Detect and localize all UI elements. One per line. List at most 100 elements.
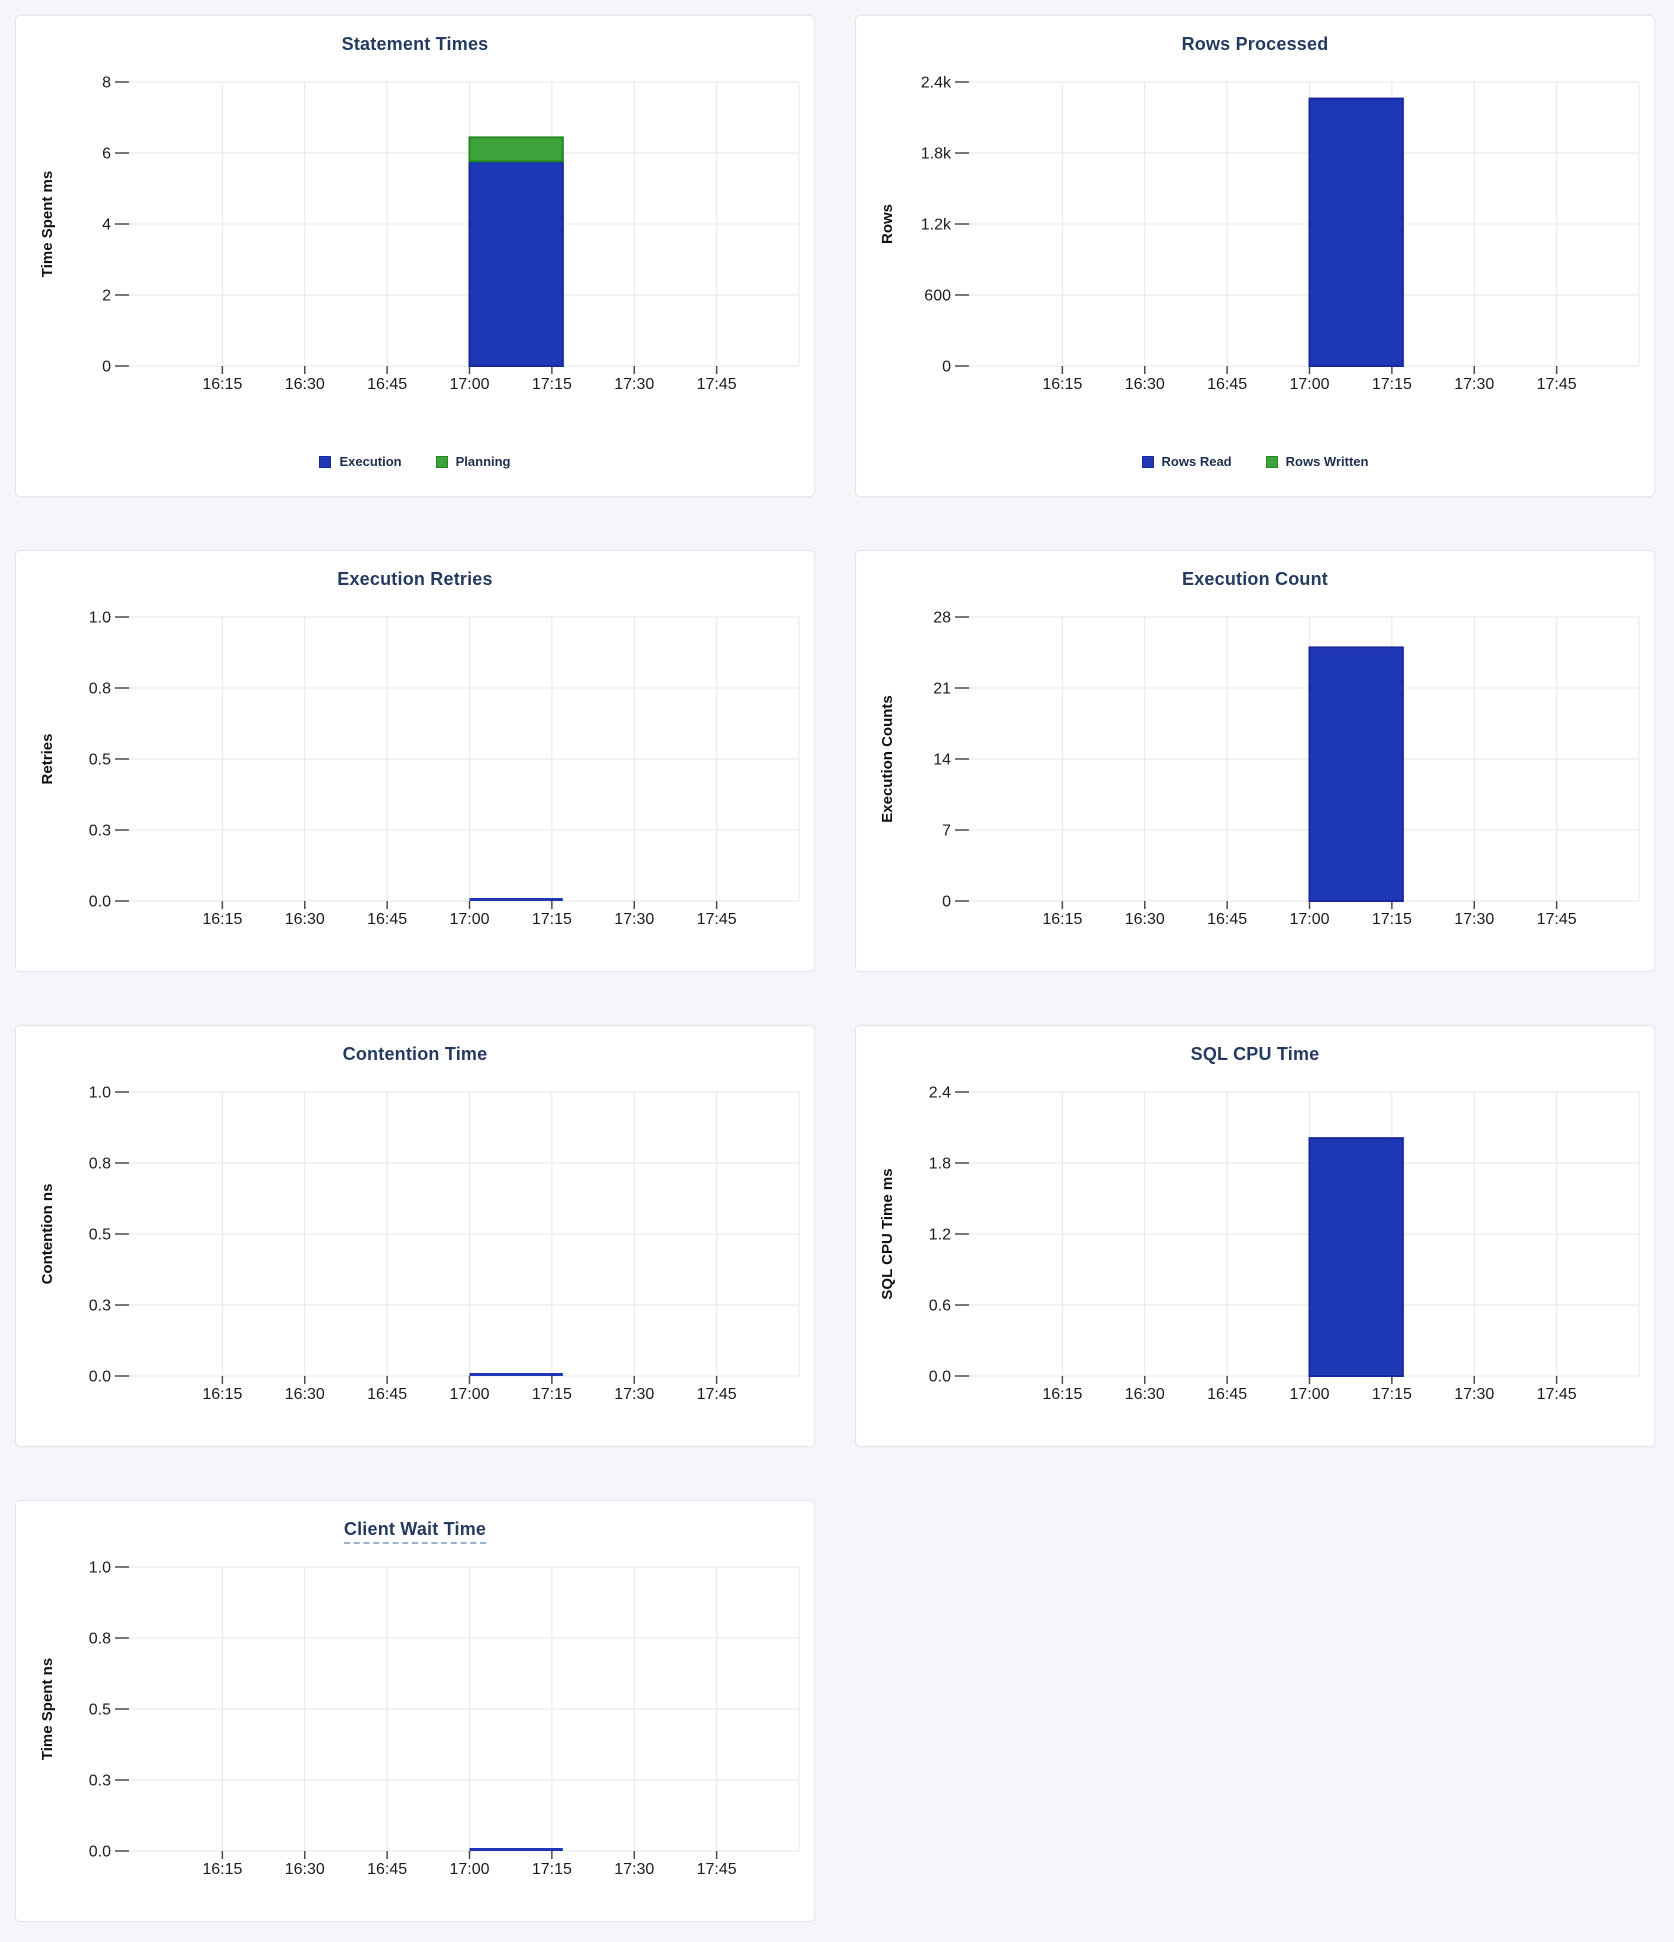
statement-times-chart-canvas[interactable]: 0 2 4 6 8 16:15 16:30 16:45 17:00 17:15 17:30 17:45… xyxy=(16,58,815,398)
x-tick-label: 17:30 xyxy=(614,1861,654,1878)
x-tick-label: 17:00 xyxy=(1289,376,1329,393)
x-tick-label: 16:30 xyxy=(1125,1386,1165,1403)
x-tick-label: 16:15 xyxy=(1042,376,1082,393)
x-tick-label: 17:15 xyxy=(532,376,572,393)
y-tick-label: 1.2 xyxy=(929,1227,951,1244)
execution-legend-label: Execution xyxy=(339,454,402,469)
y-tick-label: 0.0 xyxy=(929,1369,951,1386)
x-tick-label: 17:00 xyxy=(1289,1386,1329,1403)
x-tick-label: 17:30 xyxy=(1454,1386,1494,1403)
x-tick-label: 17:15 xyxy=(532,1386,572,1403)
legend-item-planning[interactable]: Planning xyxy=(435,454,511,469)
y-tick-label: 0.8 xyxy=(89,1631,111,1648)
x-tick-label: 16:45 xyxy=(1207,1386,1247,1403)
legend-item-rows-read[interactable]: Rows Read xyxy=(1141,454,1232,469)
y-tick-label: 7 xyxy=(942,823,951,840)
x-tick-label: 16:15 xyxy=(202,1861,242,1878)
y-tick-label: 1.8 xyxy=(929,1156,951,1173)
execution-retries-title: Execution Retries xyxy=(16,551,814,593)
rows-read-legend-swatch xyxy=(1141,455,1154,468)
x-tick-label: 17:45 xyxy=(1537,1386,1577,1403)
y-tick-label: 1.0 xyxy=(89,610,111,627)
legend-item-execution[interactable]: Execution xyxy=(319,454,402,469)
y-tick-label: 2.4k xyxy=(921,75,952,92)
y-tick-label: 14 xyxy=(933,752,951,769)
contention-time-chart-canvas[interactable]: 0.0 0.3 0.5 0.8 1.0 16:15 16:30 16:45 17:00 17:15… xyxy=(16,1068,815,1408)
statement-times-title: Statement Times xyxy=(16,16,814,58)
y-tick-label: 0.3 xyxy=(89,823,111,840)
sql-cpu-time-chart-canvas[interactable]: 0.0 0.6 1.2 1.8 2.4 16:15 16:30 16:45 17:00 17:15… xyxy=(856,1068,1655,1408)
y-tick-label: 0.3 xyxy=(89,1773,111,1790)
client-wait-time-chart-canvas[interactable]: 0.0 0.3 0.5 0.8 1.0 16:15 16:30 16:45 17:00 17:15… xyxy=(16,1543,815,1883)
y-tick-label: 0.5 xyxy=(89,1702,111,1719)
execution-count-title: Execution Count xyxy=(856,551,1654,593)
y-axis-unit-label: SQL CPU Time ms xyxy=(879,1168,896,1299)
x-tick-label: 17:45 xyxy=(697,376,737,393)
y-tick-label: 0.0 xyxy=(89,1369,111,1386)
rows-read-legend-label: Rows Read xyxy=(1161,454,1232,469)
y-tick-label: 28 xyxy=(933,610,951,627)
y-axis-unit-label: Time Spent ns xyxy=(39,1658,56,1760)
y-tick-label: 1.2k xyxy=(921,217,952,234)
x-tick-label: 17:00 xyxy=(449,911,489,928)
chart-card-rows-processed: Rows Processed 0 600 1.2k 1.8k 2.4k 16:15 16:3… xyxy=(855,15,1655,497)
x-tick-label: 16:45 xyxy=(1207,911,1247,928)
x-tick-label: 17:30 xyxy=(614,376,654,393)
y-tick-label: 21 xyxy=(933,681,951,698)
execution-retries-chart-canvas[interactable]: 0.0 0.3 0.5 0.8 1.0 16:15 16:30 16:45 17:00 17:15… xyxy=(16,593,815,933)
y-axis-unit-label: Rows xyxy=(879,204,896,244)
x-tick-label: 17:30 xyxy=(1454,911,1494,928)
x-tick-label: 17:30 xyxy=(614,1386,654,1403)
y-tick-label: 1.8k xyxy=(921,146,952,163)
x-tick-label: 17:15 xyxy=(1372,1386,1412,1403)
rows-processed-legend: Rows Read Rows Written xyxy=(856,454,1654,469)
client-wait-time-title: Client Wait Time xyxy=(16,1501,814,1544)
rows-written-legend-label: Rows Written xyxy=(1285,454,1369,469)
y-axis-unit-label: Contention ns xyxy=(39,1184,56,1285)
execution-bar-segment[interactable] xyxy=(468,160,564,368)
x-tick-label: 16:45 xyxy=(367,1861,407,1878)
x-tick-label: 17:15 xyxy=(1372,376,1412,393)
execution-count-title-text: Execution Count xyxy=(1182,569,1328,589)
legend-item-rows-written[interactable]: Rows Written xyxy=(1265,454,1369,469)
x-tick-label: 17:45 xyxy=(1537,911,1577,928)
client-wait-time-title-text[interactable]: Client Wait Time xyxy=(343,1519,487,1544)
value-bar-segment[interactable] xyxy=(1308,1137,1404,1378)
y-tick-label: 1.0 xyxy=(89,1560,111,1577)
y-tick-label: 1.0 xyxy=(89,1085,111,1102)
y-tick-label: 0 xyxy=(942,359,951,376)
x-tick-label: 16:30 xyxy=(1125,911,1165,928)
y-tick-label: 0.8 xyxy=(89,681,111,698)
y-tick-label: 0.0 xyxy=(89,1844,111,1861)
value-bar-segment[interactable] xyxy=(1308,646,1404,902)
y-tick-label: 0 xyxy=(942,894,951,911)
chart-card-execution-count: Execution Count 0 7 14 21 28 16:15 16:30 16:45 1… xyxy=(855,550,1655,972)
execution-count-chart-canvas[interactable]: 0 7 14 21 28 16:15 16:30 16:45 17:00 17:15 17:30 17… xyxy=(856,593,1655,933)
y-tick-label: 0.5 xyxy=(89,1227,111,1244)
x-tick-label: 16:15 xyxy=(202,376,242,393)
rows-read-bar-segment[interactable] xyxy=(1308,97,1404,367)
x-tick-label: 17:00 xyxy=(1289,911,1329,928)
x-tick-label: 17:00 xyxy=(449,376,489,393)
x-tick-label: 17:15 xyxy=(1372,911,1412,928)
x-tick-label: 16:15 xyxy=(1042,911,1082,928)
planning-legend-label: Planning xyxy=(455,454,511,469)
chart-card-sql-cpu-time: SQL CPU Time 0.0 0.6 1.2 1.8 2.4 16:15 16:30 16… xyxy=(855,1025,1655,1447)
execution-retries-title-text: Execution Retries xyxy=(337,569,493,589)
y-axis-unit-label: Retries xyxy=(39,734,56,785)
sql-cpu-time-title: SQL CPU Time xyxy=(856,1026,1654,1068)
x-tick-label: 16:45 xyxy=(367,911,407,928)
y-tick-label: 2 xyxy=(102,288,111,305)
y-tick-label: 0.8 xyxy=(89,1156,111,1173)
x-tick-label: 17:30 xyxy=(614,911,654,928)
x-tick-label: 17:45 xyxy=(697,1861,737,1878)
x-tick-label: 16:30 xyxy=(285,1386,325,1403)
planning-bar-segment[interactable] xyxy=(468,136,564,163)
y-axis-unit-label: Execution Counts xyxy=(879,695,896,823)
x-tick-label: 16:30 xyxy=(285,911,325,928)
y-tick-label: 0 xyxy=(102,359,111,376)
x-tick-label: 16:15 xyxy=(202,1386,242,1403)
rows-processed-chart-canvas[interactable]: 0 600 1.2k 1.8k 2.4k 16:15 16:30 16:45 17:00 17:1… xyxy=(856,58,1655,398)
x-tick-label: 16:15 xyxy=(1042,1386,1082,1403)
